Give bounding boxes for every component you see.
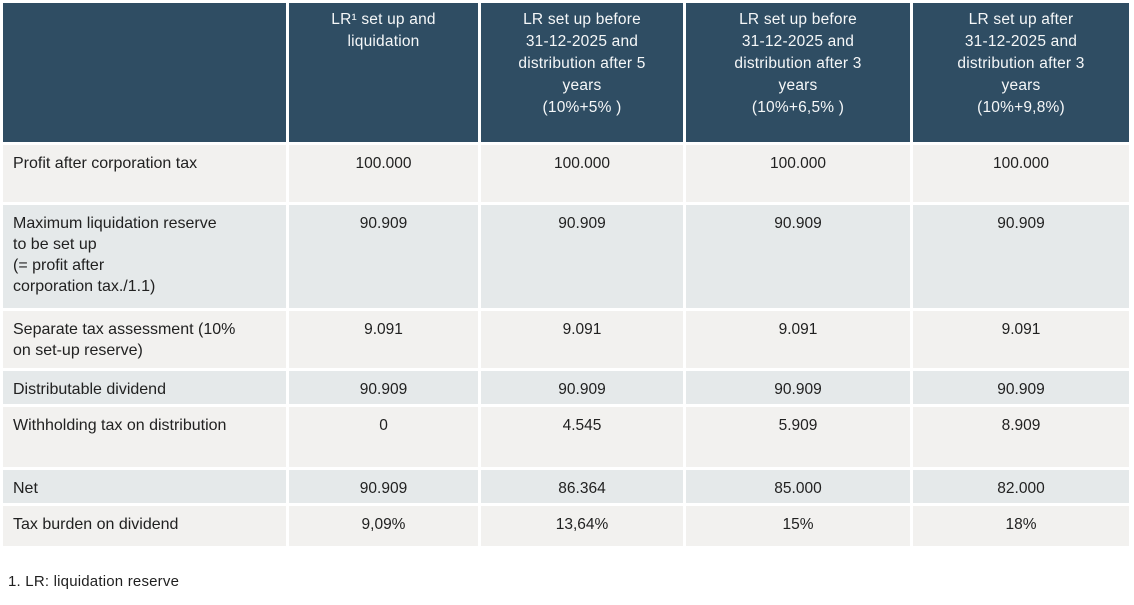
liquidation-reserve-comparison-table: LR¹ set up and liquidation LR set up bef… — [3, 3, 1129, 546]
column-header-before-2025-after-5-years: LR set up before 31-12-2025 and distribu… — [481, 3, 683, 142]
header-row: LR¹ set up and liquidation LR set up bef… — [3, 3, 1129, 142]
column-header-after-2025-after-3-years: LR set up after 31-12-2025 and distribut… — [913, 3, 1129, 142]
value-cell: 90.909 — [289, 205, 478, 308]
value-cell: 9.091 — [481, 311, 683, 368]
value-cell: 100.000 — [686, 145, 910, 202]
value-cell: 90.909 — [913, 205, 1129, 308]
value-cell: 90.909 — [289, 371, 478, 404]
value-cell: 90.909 — [686, 205, 910, 308]
value-cell: 8.909 — [913, 407, 1129, 467]
row-label: Withholding tax on distribution — [3, 407, 286, 467]
row-label: Profit after corporation tax — [3, 145, 286, 202]
value-cell: 90.909 — [686, 371, 910, 404]
value-cell: 100.000 — [289, 145, 478, 202]
row-label: Distributable dividend — [3, 371, 286, 404]
table-row-tax-burden: Tax burden on dividend 9,09% 13,64% 15% … — [3, 506, 1129, 546]
value-cell: 13,64% — [481, 506, 683, 546]
value-cell: 9.091 — [289, 311, 478, 368]
value-cell: 0 — [289, 407, 478, 467]
value-cell: 90.909 — [289, 470, 478, 503]
row-label: Net — [3, 470, 286, 503]
table-row-profit: Profit after corporation tax 100.000 100… — [3, 145, 1129, 202]
table-row-max-liquidation-reserve: Maximum liquidation reserve to be set up… — [3, 205, 1129, 308]
value-cell: 5.909 — [686, 407, 910, 467]
row-label: Separate tax assessment (10% on set-up r… — [3, 311, 286, 368]
value-cell: 100.000 — [913, 145, 1129, 202]
value-cell: 90.909 — [481, 205, 683, 308]
value-cell: 18% — [913, 506, 1129, 546]
value-cell: 85.000 — [686, 470, 910, 503]
row-label: Maximum liquidation reserve to be set up… — [3, 205, 286, 308]
table-row-distributable-dividend: Distributable dividend 90.909 90.909 90.… — [3, 371, 1129, 404]
table-row-net: Net 90.909 86.364 85.000 82.000 — [3, 470, 1129, 503]
table-row-separate-tax-assessment: Separate tax assessment (10% on set-up r… — [3, 311, 1129, 368]
value-cell: 9.091 — [913, 311, 1129, 368]
corner-cell — [3, 3, 286, 142]
row-label: Tax burden on dividend — [3, 506, 286, 546]
value-cell: 4.545 — [481, 407, 683, 467]
column-header-before-2025-after-3-years: LR set up before 31-12-2025 and distribu… — [686, 3, 910, 142]
column-header-lr-setup-liquidation: LR¹ set up and liquidation — [289, 3, 478, 142]
value-cell: 15% — [686, 506, 910, 546]
value-cell: 9.091 — [686, 311, 910, 368]
value-cell: 82.000 — [913, 470, 1129, 503]
footnote: 1. LR: liquidation reserve — [8, 573, 180, 590]
value-cell: 9,09% — [289, 506, 478, 546]
value-cell: 86.364 — [481, 470, 683, 503]
value-cell: 90.909 — [913, 371, 1129, 404]
table-row-withholding-tax: Withholding tax on distribution 0 4.545 … — [3, 407, 1129, 467]
value-cell: 90.909 — [481, 371, 683, 404]
value-cell: 100.000 — [481, 145, 683, 202]
